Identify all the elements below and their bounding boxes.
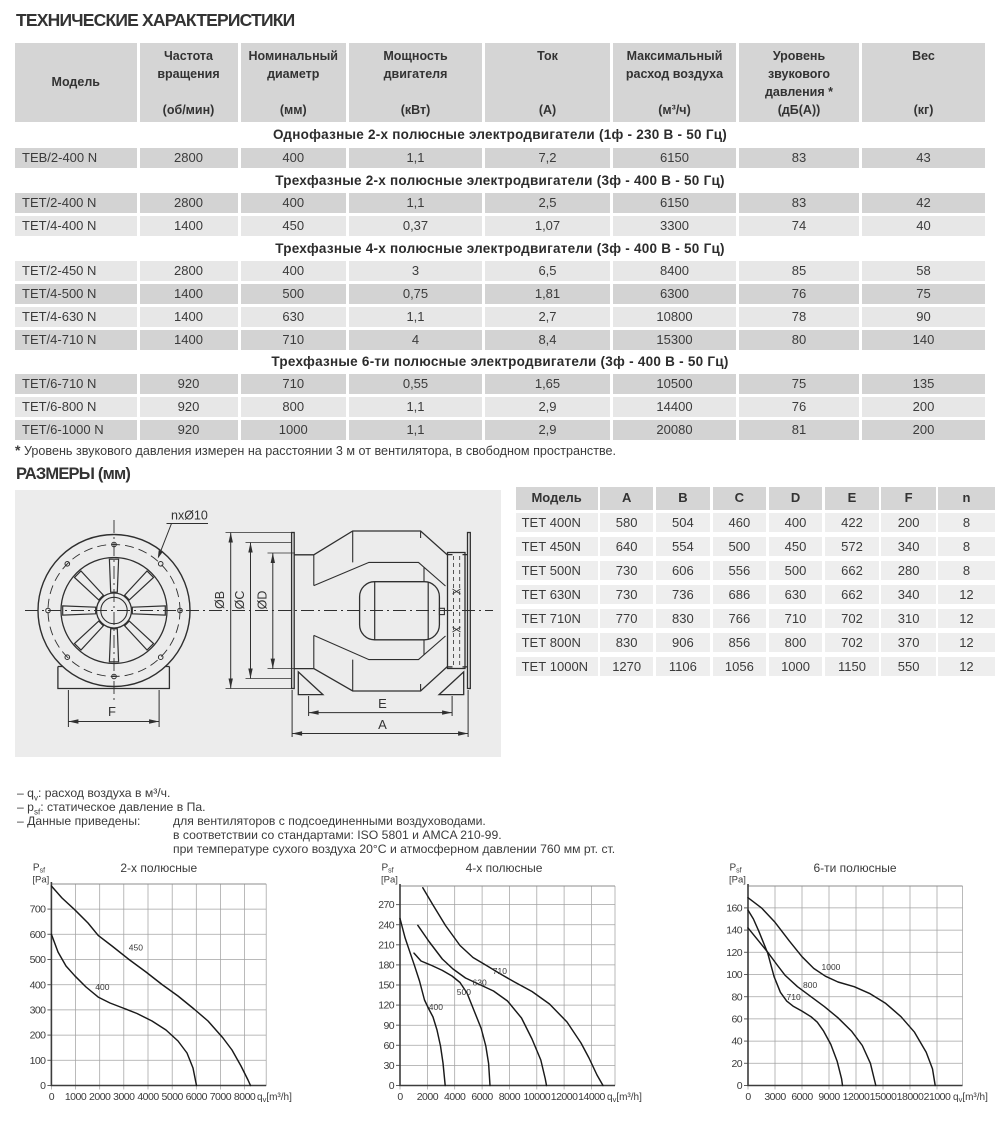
svg-text:240: 240 (378, 919, 394, 931)
svg-text:300: 300 (30, 1005, 46, 1017)
svg-text:15000: 15000 (870, 1091, 897, 1103)
svg-text:3000: 3000 (113, 1091, 135, 1103)
svg-text:710: 710 (493, 966, 507, 976)
svg-text:160: 160 (726, 903, 742, 915)
svg-text:0: 0 (745, 1091, 751, 1103)
svg-text:120: 120 (726, 947, 742, 959)
svg-text:800: 800 (803, 980, 817, 990)
svg-text:700: 700 (30, 904, 46, 916)
svg-text:[Pa]: [Pa] (32, 875, 49, 886)
svg-text:ØC: ØC (233, 591, 247, 610)
svg-text:400: 400 (429, 1002, 443, 1012)
svg-text:Psf: Psf (33, 863, 45, 875)
svg-text:0: 0 (397, 1091, 403, 1103)
svg-text:80: 80 (732, 991, 743, 1003)
svg-text:4-х полюсные: 4-х полюсные (466, 861, 543, 875)
svg-text:7000: 7000 (210, 1091, 232, 1103)
svg-text:2000: 2000 (417, 1091, 439, 1103)
svg-text:150: 150 (378, 980, 394, 992)
svg-text:E: E (378, 696, 387, 711)
svg-text:5000: 5000 (162, 1091, 184, 1103)
svg-text:500: 500 (457, 987, 471, 997)
svg-text:180: 180 (378, 960, 394, 972)
svg-text:1000: 1000 (65, 1091, 87, 1103)
svg-text:1000: 1000 (822, 962, 841, 972)
svg-text:90: 90 (384, 1020, 395, 1032)
svg-text:60: 60 (732, 1014, 743, 1026)
svg-text:6000: 6000 (471, 1091, 493, 1103)
svg-text:qv[m³/h]: qv[m³/h] (953, 1092, 988, 1104)
svg-text:ØD: ØD (255, 591, 269, 610)
svg-text:30: 30 (384, 1060, 395, 1072)
svg-text:8000: 8000 (499, 1091, 521, 1103)
svg-text:20: 20 (732, 1058, 743, 1070)
svg-text:0: 0 (737, 1080, 743, 1092)
svg-text:qv[m³/h]: qv[m³/h] (257, 1092, 292, 1104)
svg-text:4000: 4000 (137, 1091, 159, 1103)
svg-text:qv[m³/h]: qv[m³/h] (607, 1092, 642, 1104)
svg-text:3000: 3000 (764, 1091, 786, 1103)
svg-text:[Pa]: [Pa] (729, 875, 746, 886)
svg-text:140: 140 (726, 925, 742, 937)
svg-text:450: 450 (129, 943, 143, 953)
svg-text:F: F (108, 704, 116, 719)
svg-text:Psf: Psf (382, 863, 394, 875)
svg-text:[Pa]: [Pa] (381, 875, 398, 886)
svg-text:4000: 4000 (444, 1091, 466, 1103)
svg-text:710: 710 (787, 992, 801, 1002)
svg-text:Psf: Psf (730, 863, 742, 875)
svg-text:14000: 14000 (578, 1091, 605, 1103)
svg-text:nxØ10: nxØ10 (171, 509, 208, 523)
svg-text:8000: 8000 (234, 1091, 256, 1103)
svg-text:A: A (378, 717, 387, 732)
svg-text:120: 120 (378, 1000, 394, 1012)
svg-text:400: 400 (95, 982, 109, 992)
svg-text:2000: 2000 (89, 1091, 111, 1103)
svg-text:6000: 6000 (186, 1091, 208, 1103)
svg-text:210: 210 (378, 939, 394, 951)
svg-text:0: 0 (49, 1091, 55, 1103)
svg-text:ØB: ØB (213, 591, 227, 609)
svg-text:100: 100 (726, 969, 742, 981)
svg-text:18000: 18000 (897, 1091, 924, 1103)
svg-text:400: 400 (30, 979, 46, 991)
svg-text:12000: 12000 (551, 1091, 578, 1103)
svg-text:12000: 12000 (843, 1091, 870, 1103)
svg-text:0: 0 (389, 1080, 395, 1092)
svg-text:6-ти полюсные: 6-ти полюсные (813, 861, 896, 875)
svg-text:600: 600 (30, 929, 46, 941)
svg-text:21000: 21000 (924, 1091, 951, 1103)
svg-text:10000: 10000 (523, 1091, 550, 1103)
svg-text:0: 0 (40, 1080, 46, 1092)
svg-text:60: 60 (384, 1040, 395, 1052)
svg-text:2-х полюсные: 2-х полюсные (120, 861, 197, 875)
svg-text:630: 630 (473, 978, 487, 988)
svg-text:500: 500 (30, 954, 46, 966)
svg-text:9000: 9000 (818, 1091, 840, 1103)
svg-text:40: 40 (732, 1036, 743, 1048)
svg-text:270: 270 (378, 899, 394, 911)
svg-text:6000: 6000 (791, 1091, 813, 1103)
svg-text:200: 200 (30, 1030, 46, 1042)
svg-text:100: 100 (30, 1055, 46, 1067)
